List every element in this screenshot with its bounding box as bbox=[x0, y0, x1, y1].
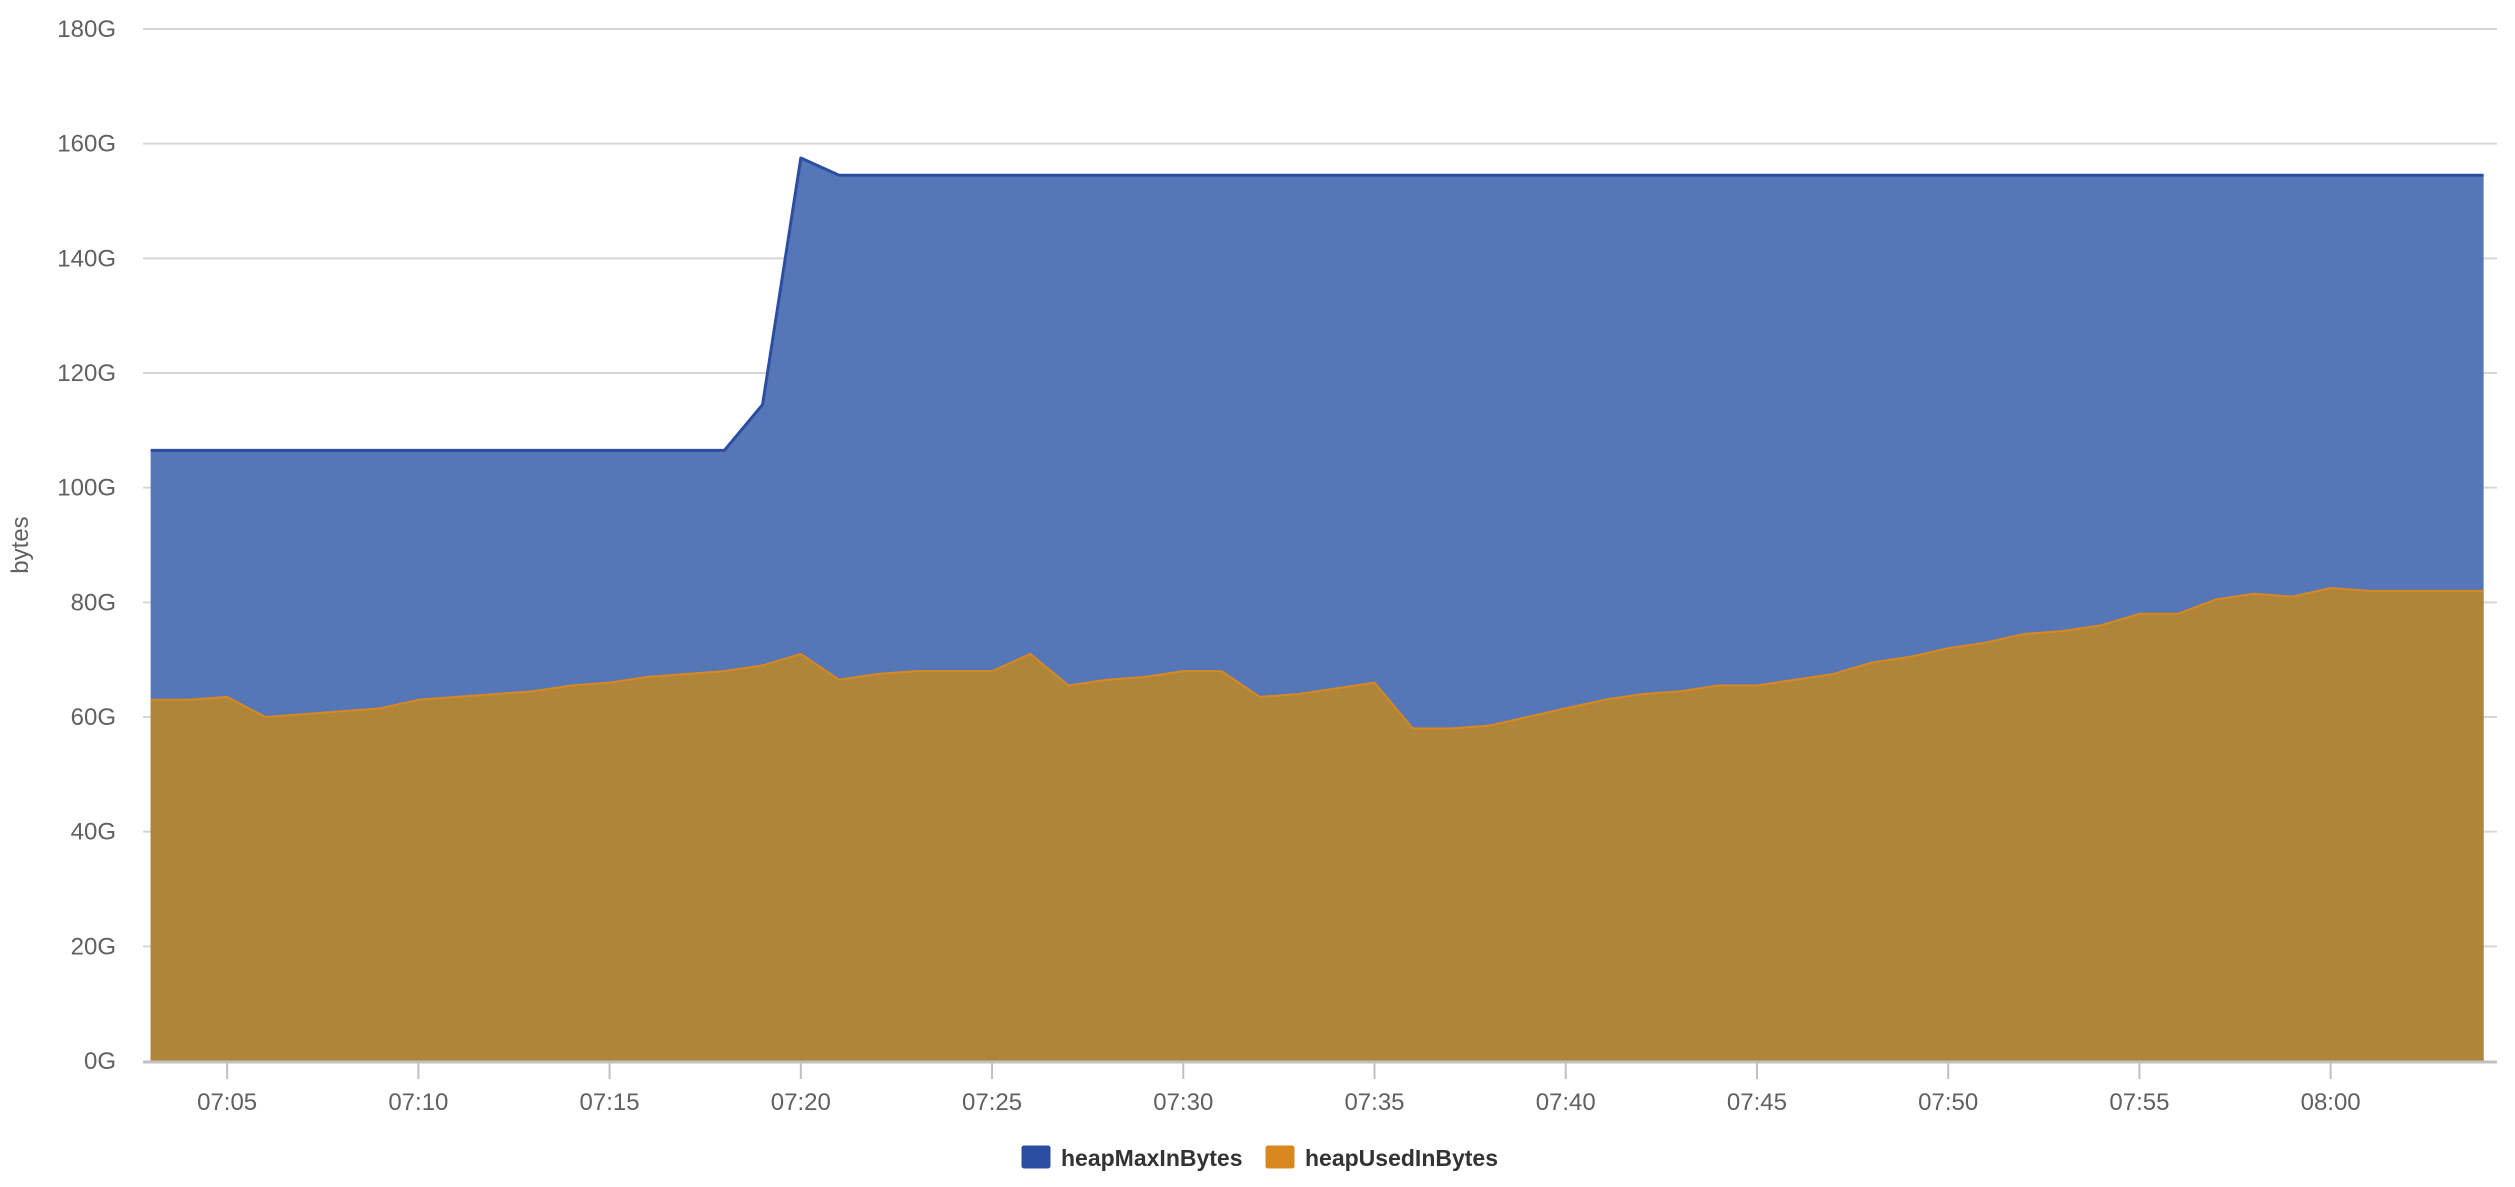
legend[interactable]: heapMaxInBytes heapUsedInBytes bbox=[1021, 1145, 1498, 1171]
y-tick-label: 120G bbox=[57, 360, 116, 387]
line-heapMaxInBytes bbox=[150, 156, 2484, 452]
x-tick-label: 07:05 bbox=[197, 1089, 257, 1116]
y-tick-label: 140G bbox=[57, 245, 116, 272]
y-tick-label: 100G bbox=[57, 475, 116, 502]
y-tick-label: 20G bbox=[71, 933, 116, 960]
line-heapUsedInBytes bbox=[150, 587, 2484, 730]
y-axis-title: bytes bbox=[7, 516, 34, 573]
y-tick-label: 180G bbox=[57, 16, 116, 43]
y-tick-label: 80G bbox=[71, 589, 116, 616]
legend-label: heapMaxInBytes bbox=[1061, 1145, 1243, 1171]
x-tick-label: 08:00 bbox=[2301, 1089, 2361, 1116]
x-tick-label: 07:50 bbox=[1918, 1089, 1978, 1116]
x-tick-label: 07:30 bbox=[1153, 1089, 1213, 1116]
area-heapUsedInBytes bbox=[150, 588, 2484, 1061]
x-tick-label: 07:35 bbox=[1344, 1089, 1404, 1116]
legend-item-heapUsedInBytes[interactable]: heapUsedInBytes bbox=[1265, 1145, 1498, 1171]
x-tick-label: 07:20 bbox=[771, 1089, 831, 1116]
legend-swatch bbox=[1265, 1145, 1295, 1169]
axes bbox=[143, 1060, 2497, 1079]
y-tick-labels: 0G 20G 40G 60G 80G 100G 120G 140G 160G 180G bbox=[57, 16, 116, 1075]
y-tick-label: 60G bbox=[71, 704, 116, 731]
legend-swatch bbox=[1021, 1145, 1051, 1169]
x-tick-label: 07:10 bbox=[388, 1089, 448, 1116]
y-tick-label: 0G bbox=[84, 1048, 116, 1075]
y-tick-label: 40G bbox=[71, 819, 116, 846]
x-tick-label: 07:45 bbox=[1727, 1089, 1787, 1116]
x-tick-labels: 07:05 07:10 07:15 07:20 07:25 07:30 07:35 07:40… bbox=[197, 1089, 2361, 1116]
legend-label: heapUsedInBytes bbox=[1305, 1145, 1498, 1171]
x-tick-label: 07:25 bbox=[962, 1089, 1022, 1116]
x-tick-label: 07:15 bbox=[580, 1089, 640, 1116]
x-tick-label: 07:40 bbox=[1536, 1089, 1596, 1116]
y-tick-label: 160G bbox=[57, 131, 116, 158]
plot-areas bbox=[150, 156, 2484, 1061]
legend-item-heapMaxInBytes[interactable]: heapMaxInBytes bbox=[1021, 1145, 1243, 1171]
x-tick-label: 07:55 bbox=[2109, 1089, 2169, 1116]
